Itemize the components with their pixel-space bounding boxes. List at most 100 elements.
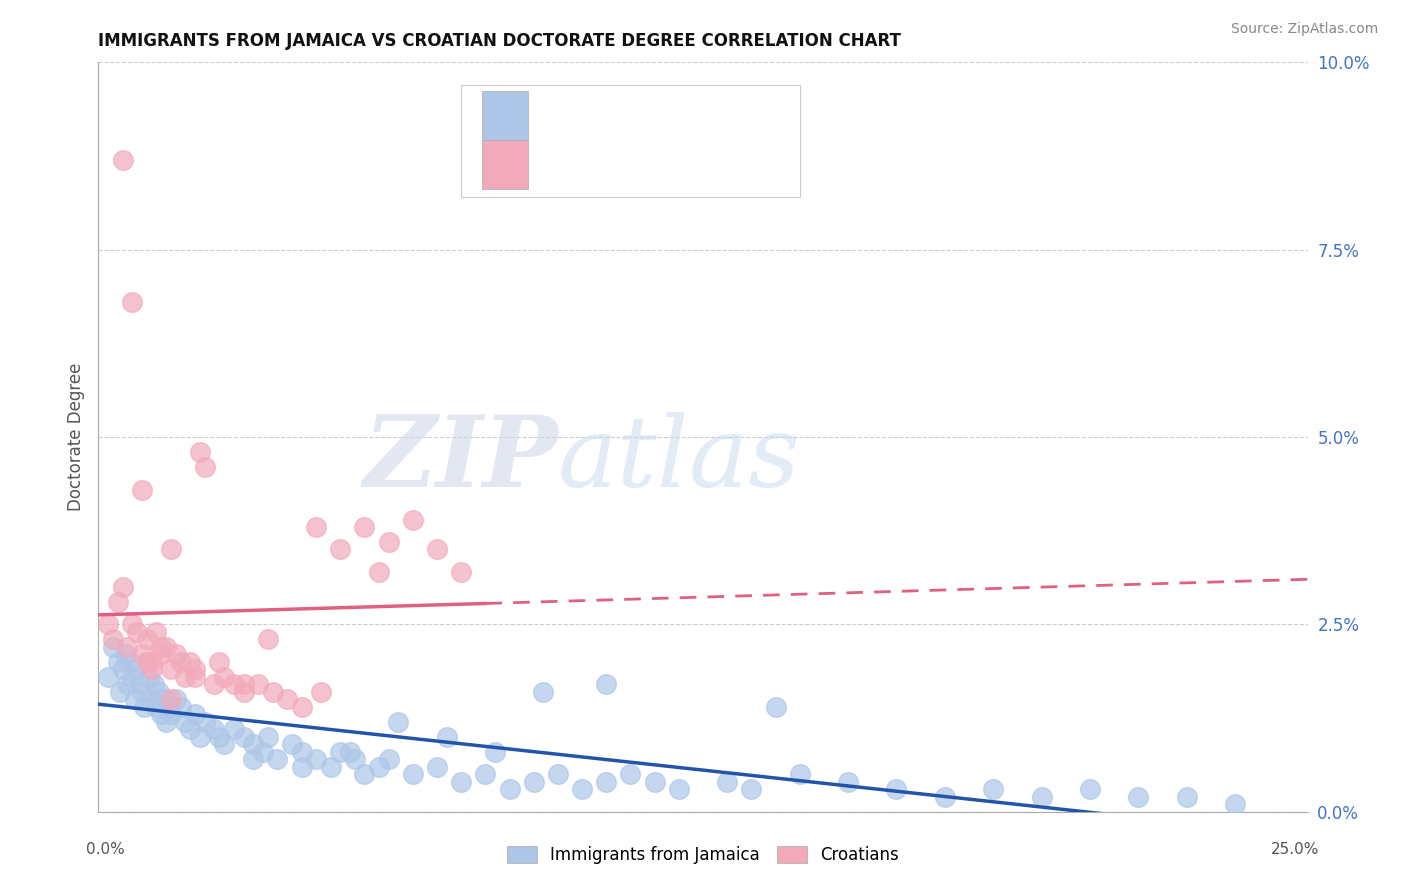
Point (174, 714, 197, 729)
Point (127, 624, 149, 639)
Point (353, 520, 375, 534)
Point (157, 699, 180, 714)
Point (138, 670, 160, 684)
Point (194, 714, 217, 729)
Point (160, 692, 183, 706)
Point (644, 774, 666, 789)
Text: R = -0.524: R = -0.524 (536, 105, 636, 123)
Point (145, 699, 167, 714)
Point (232, 677, 254, 691)
Point (141, 692, 163, 706)
Point (377, 752, 399, 766)
Point (107, 655, 129, 669)
Point (339, 745, 361, 759)
Point (184, 670, 207, 684)
Point (319, 760, 342, 774)
Point (595, 774, 617, 789)
Point (97, 617, 120, 632)
Point (188, 730, 211, 744)
Point (547, 767, 569, 781)
Point (111, 580, 134, 594)
Point (474, 767, 496, 781)
Point (155, 714, 177, 729)
Point (134, 699, 156, 714)
Point (160, 662, 183, 676)
Point (121, 295, 143, 310)
Point (329, 745, 352, 759)
Point (426, 760, 449, 774)
Point (165, 692, 187, 706)
Point (523, 774, 546, 789)
Point (1223, 797, 1246, 812)
Point (886, 782, 908, 797)
Point (204, 723, 226, 737)
Point (309, 685, 332, 699)
Point (127, 662, 149, 676)
Point (668, 782, 690, 797)
Point (212, 737, 235, 751)
Point (135, 632, 157, 647)
Point (150, 640, 173, 654)
Point (290, 699, 312, 714)
Point (97, 670, 120, 684)
Point (188, 445, 211, 459)
Point (1128, 789, 1150, 804)
Point (329, 542, 352, 557)
Point (305, 520, 328, 534)
Point (141, 655, 163, 669)
Point (290, 745, 312, 759)
Point (222, 723, 245, 737)
Point (387, 714, 409, 729)
Point (765, 699, 787, 714)
Point (571, 782, 593, 797)
Point (141, 662, 163, 676)
Point (179, 723, 201, 737)
Point (150, 648, 173, 662)
Point (152, 692, 174, 706)
Point (276, 692, 298, 706)
Point (117, 640, 139, 654)
Point (266, 752, 288, 766)
Point (343, 752, 366, 766)
Point (208, 730, 231, 744)
Point (135, 655, 157, 669)
Text: ZIP: ZIP (363, 411, 558, 508)
Point (111, 662, 134, 676)
Point (169, 655, 191, 669)
Point (1175, 789, 1198, 804)
Point (101, 640, 124, 654)
Point (426, 542, 449, 557)
Point (232, 730, 254, 744)
Point (450, 565, 472, 579)
Text: N = 50: N = 50 (685, 154, 745, 172)
Text: Source: ZipAtlas.com: Source: ZipAtlas.com (1230, 22, 1378, 37)
Point (169, 699, 191, 714)
Point (232, 685, 254, 699)
Point (204, 677, 226, 691)
Point (531, 685, 554, 699)
Point (368, 760, 391, 774)
Text: 0.0%: 0.0% (86, 842, 125, 856)
Text: R =  0.207: R = 0.207 (536, 154, 636, 172)
FancyBboxPatch shape (482, 91, 527, 140)
Point (242, 752, 264, 766)
Point (498, 782, 520, 797)
Point (377, 535, 399, 549)
Point (101, 632, 124, 647)
Point (174, 670, 197, 684)
Text: atlas: atlas (558, 412, 800, 508)
Point (184, 662, 207, 676)
Point (148, 685, 170, 699)
Point (262, 685, 284, 699)
Point (108, 685, 131, 699)
Point (114, 648, 136, 662)
Point (131, 685, 153, 699)
Point (143, 677, 166, 691)
Point (160, 707, 183, 722)
Text: N = 83: N = 83 (685, 105, 745, 123)
Point (305, 752, 328, 766)
Point (131, 648, 153, 662)
Point (121, 670, 143, 684)
Point (450, 774, 472, 789)
Point (135, 655, 157, 669)
